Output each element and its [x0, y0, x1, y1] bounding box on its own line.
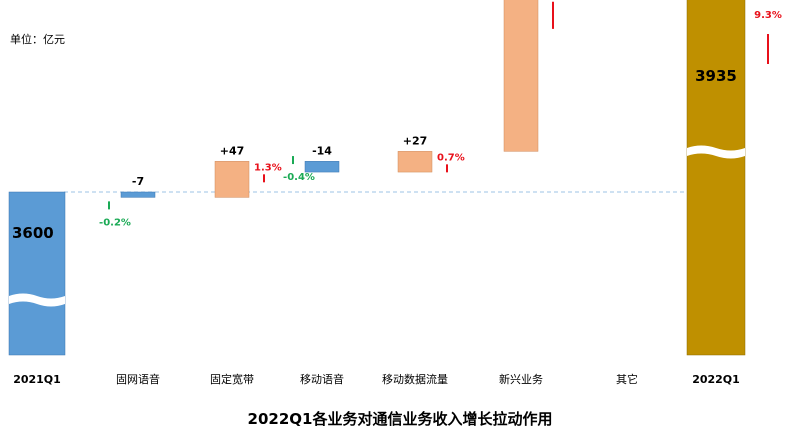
- step-bar-3: [397, 151, 433, 173]
- chart-title: 2022Q1各业务对通信业务收入增长拉动作用: [248, 410, 553, 428]
- category-label-5: 新兴业务: [499, 372, 543, 386]
- category-label-1: 固网语音: [116, 372, 160, 386]
- end-value-label: 3935: [695, 67, 737, 85]
- axis-break-start: [9, 293, 65, 307]
- pull-label-0: -0.2%: [99, 217, 131, 228]
- total-pull-label: 9.3%: [754, 10, 782, 21]
- category-label-4: 移动数据流量: [382, 372, 448, 386]
- pull-label-3: 0.7%: [437, 152, 465, 163]
- step-delta-label-2: -14: [312, 144, 332, 157]
- step-delta-label-0: -7: [132, 175, 144, 188]
- step-bar-0: [120, 191, 156, 198]
- step-bar-1: [214, 161, 250, 198]
- pull-label-2: -0.4%: [283, 172, 315, 183]
- category-label-6: 其它: [616, 372, 638, 386]
- pull-label-4: 5.9%: [543, 0, 571, 1]
- pull-label-1: 1.3%: [254, 162, 282, 173]
- start-value-label: 3600: [12, 224, 54, 242]
- category-label-3: 移动语音: [300, 372, 344, 386]
- step-delta-label-3: +27: [403, 134, 428, 147]
- category-label-7: 2022Q1: [692, 373, 740, 386]
- unit-label: 单位：亿元: [10, 32, 65, 46]
- axis-break-end: [687, 145, 745, 159]
- end-bar: [686, 0, 746, 356]
- category-label-2: 固定宽带: [210, 372, 254, 386]
- category-label-0: 2021Q1: [13, 373, 61, 386]
- start-bar: [8, 191, 66, 356]
- step-bar-2: [304, 161, 340, 173]
- step-bar-4: [503, 0, 539, 152]
- step-delta-label-1: +47: [220, 144, 245, 157]
